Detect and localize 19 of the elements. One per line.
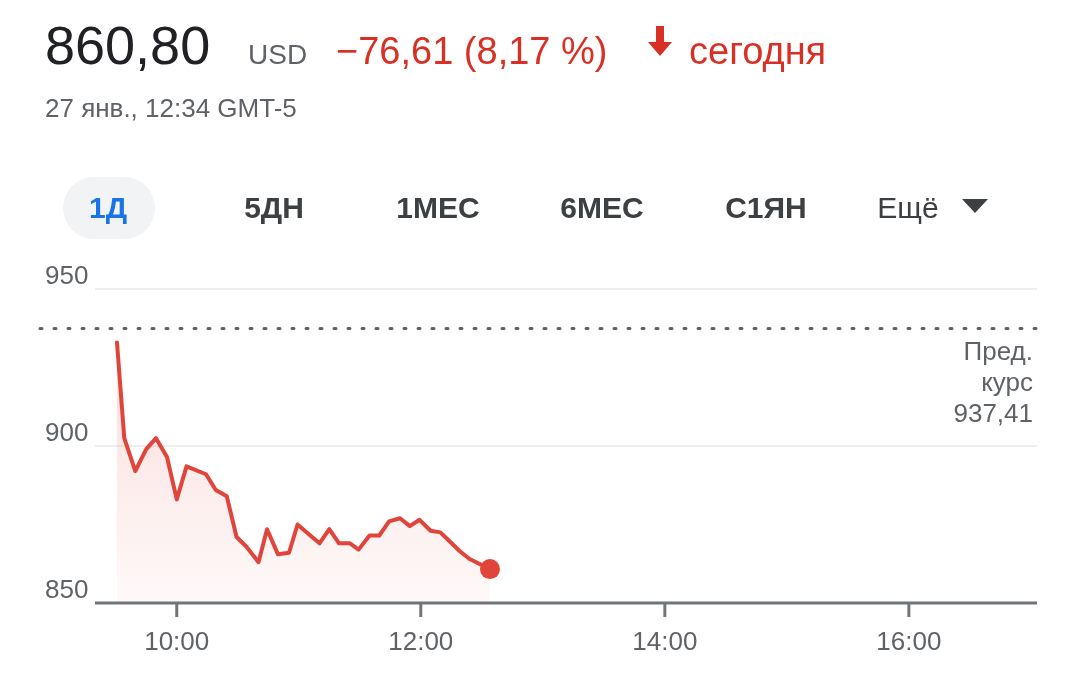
text: 5ДН: [244, 191, 304, 224]
text: Ещё: [877, 191, 939, 224]
x-tick-label: 12:00: [388, 626, 454, 656]
x-tick-label: 14:00: [632, 626, 698, 656]
chart-title: 860,80: [45, 15, 211, 75]
ref-line-label: Пред. курс 937,41: [953, 335, 1033, 428]
chart-subtitle: 27 янв., 12:34 GMT-5: [45, 93, 297, 123]
text: USD: [248, 39, 308, 70]
text: −76,61 (8,17 %): [336, 30, 608, 72]
x-tick-label: 16:00: [876, 626, 942, 656]
y-tick-label: 900: [45, 417, 89, 447]
y-tick-label: 950: [45, 260, 89, 290]
x-tick-label: 10:00: [144, 626, 210, 656]
text: С1ЯН: [725, 191, 807, 224]
text: 1МЕС: [396, 191, 480, 224]
text: 1Д: [88, 191, 128, 224]
y-tick-label: 850: [45, 574, 89, 604]
text: 6МЕС: [560, 191, 644, 224]
text: сегодня: [689, 30, 827, 72]
